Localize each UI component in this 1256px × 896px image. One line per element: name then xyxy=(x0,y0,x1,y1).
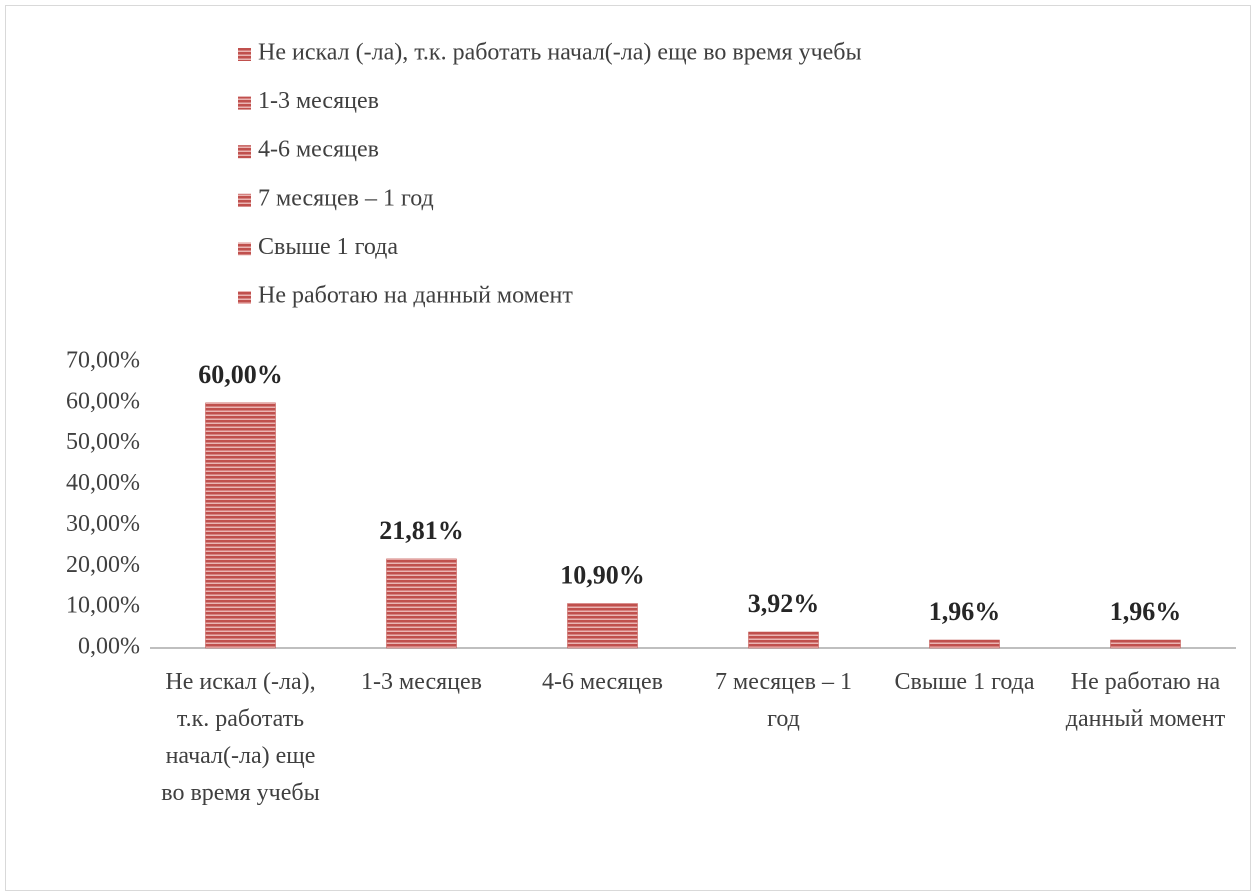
legend-label: Свыше 1 года xyxy=(258,234,398,260)
x-tick-label-box: 1-3 месяцев xyxy=(361,669,482,695)
legend-swatch xyxy=(238,193,251,207)
y-tick-label: 70,00% xyxy=(66,348,140,374)
bar xyxy=(205,402,276,649)
x-tick-label: 7 месяцев – 1 год xyxy=(715,669,852,732)
x-tick-label-box: Не работаю на данный момент xyxy=(1065,669,1226,732)
value-label: 1,96% xyxy=(929,597,1001,626)
legend-swatch xyxy=(238,48,251,61)
bar xyxy=(1110,639,1181,649)
bar xyxy=(386,558,457,649)
value-label: 3,92% xyxy=(748,589,820,618)
x-tick-label-box: Не искал (-ла), т.к. работать начал(-ла)… xyxy=(161,669,320,806)
legend-label: Не искал (-ла), т.к. работать начал(-ла)… xyxy=(258,40,862,66)
value-label: 1,96% xyxy=(1110,597,1182,626)
x-tick-label: Не искал (-ла), т.к. работать начал(-ла)… xyxy=(161,669,320,806)
y-tick-label: 0,00% xyxy=(78,634,140,660)
bar xyxy=(567,603,638,649)
y-tick-label: 40,00% xyxy=(66,470,140,496)
x-tick-label: 1-3 месяцев xyxy=(361,669,482,695)
y-tick-label: 10,00% xyxy=(66,593,140,619)
y-tick-label: 50,00% xyxy=(66,429,140,455)
x-tick-label-box: Свыше 1 года xyxy=(894,669,1035,695)
value-label: 21,81% xyxy=(379,516,464,545)
bar xyxy=(929,639,1000,649)
bar xyxy=(748,631,819,649)
y-tick-label: 20,00% xyxy=(66,552,140,578)
value-label: 60,00% xyxy=(198,360,283,389)
y-tick-label: 60,00% xyxy=(66,388,140,414)
value-label: 10,90% xyxy=(560,560,645,589)
legend-swatch xyxy=(238,145,251,159)
legend-swatch xyxy=(238,96,251,110)
legend-label: 1-3 месяцев xyxy=(258,88,379,114)
legend-label: 4-6 месяцев xyxy=(258,137,379,163)
legend-swatch xyxy=(238,291,251,304)
x-tick-label: 4-6 месяцев xyxy=(542,669,663,695)
legend-label: Не работаю на данный момент xyxy=(258,283,573,309)
x-tick-label-box: 7 месяцев – 1 год xyxy=(715,669,852,732)
x-tick-label-box: 4-6 месяцев xyxy=(542,669,663,695)
y-tick-label: 30,00% xyxy=(66,511,140,537)
legend-label: 7 месяцев – 1 год xyxy=(258,185,434,211)
x-tick-label: Свыше 1 года xyxy=(894,669,1035,695)
legend-swatch xyxy=(238,242,251,256)
x-tick-label: Не работаю на данный момент xyxy=(1065,669,1226,732)
